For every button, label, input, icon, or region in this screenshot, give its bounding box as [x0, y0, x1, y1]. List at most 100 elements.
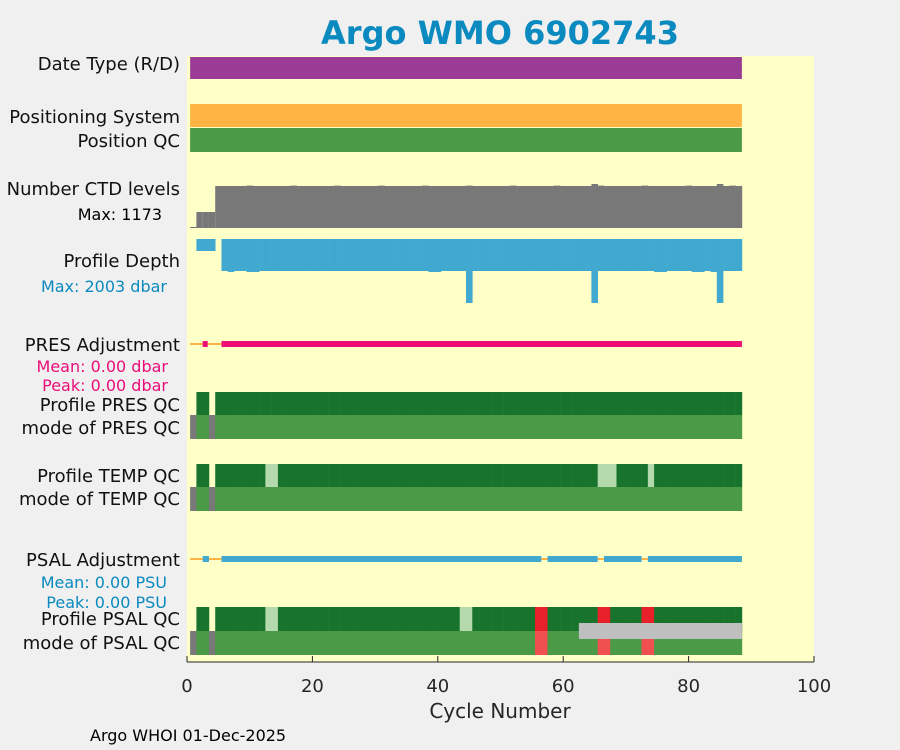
pres-mode-cell — [497, 415, 504, 439]
temp-qc-cell — [735, 464, 743, 487]
psal-mode-cell — [672, 631, 680, 655]
footer-credit: Argo WHOI 01-Dec-2025 — [90, 726, 286, 745]
temp-qc-cell — [284, 464, 291, 487]
temp-qc-cell — [603, 464, 611, 487]
psal-qc-cell — [196, 607, 203, 631]
pres-mode-cell — [234, 415, 241, 439]
pres-mode-cell — [459, 415, 467, 439]
temp-mode-cell — [534, 487, 542, 511]
temp-qc-cell — [346, 464, 354, 487]
temp-mode-cell — [196, 487, 203, 511]
temp-qc-cell — [503, 464, 511, 487]
pres-mode-cell — [415, 415, 423, 439]
temp-mode-cell — [472, 487, 479, 511]
profile-depth-bar — [566, 239, 573, 271]
psal-mode-cell — [578, 631, 586, 655]
temp-qc-cell — [629, 464, 636, 487]
temp-qc-cell — [459, 464, 467, 487]
ctd-level-bar — [353, 185, 360, 228]
psal-mode-cell — [252, 631, 260, 655]
ctd-level-bar — [466, 185, 473, 228]
pres-qc-cell — [459, 392, 467, 415]
temp-qc-cell — [729, 464, 736, 487]
pres-mode-cell — [453, 415, 461, 439]
temp-qc-cell — [271, 464, 279, 487]
pres-mode-cell — [491, 415, 498, 439]
psal-qc-cell — [553, 607, 561, 631]
label-depth-max: Max: 2003 dbar — [41, 277, 167, 296]
ctd-level-bar — [259, 185, 266, 228]
pres-mode-cell — [409, 415, 417, 439]
temp-qc-cell — [597, 464, 605, 487]
pres-qc-cell — [440, 392, 448, 415]
psal-mode-cell — [585, 631, 592, 655]
pres-mode-cell — [547, 415, 555, 439]
psal-qc-cell — [522, 607, 530, 631]
profile-depth-bar — [259, 239, 266, 271]
psal-mode-cell — [296, 631, 304, 655]
temp-qc-cell — [491, 464, 498, 487]
ctd-level-bar — [666, 185, 674, 228]
ctd-level-bar — [553, 185, 561, 228]
pres-mode-cell — [654, 415, 661, 439]
temp-mode-cell — [466, 487, 473, 511]
psal-qc-cell — [629, 607, 636, 631]
psal-qc-cell — [221, 607, 229, 631]
profile-depth-bar — [572, 239, 580, 271]
ctd-level-bar — [447, 185, 454, 228]
temp-mode-cell — [459, 487, 467, 511]
pres-mode-cell — [334, 415, 341, 439]
pres-qc-cell — [390, 392, 398, 415]
psal-qc-cell — [378, 607, 385, 631]
psal-qc-cell — [422, 607, 429, 631]
psal-mode-cell — [679, 631, 686, 655]
psal-mode-cell — [240, 631, 247, 655]
psal-mode-cell — [528, 631, 536, 655]
temp-qc-cell — [660, 464, 667, 487]
ctd-level-bar — [478, 185, 486, 228]
pres-qc-cell — [716, 392, 724, 415]
pres-qc-cell — [277, 392, 285, 415]
profile-depth-bar — [641, 239, 649, 271]
temp-mode-cell — [302, 487, 310, 511]
ctd-level-bar — [315, 185, 323, 228]
profile-depth-bar — [710, 239, 718, 272]
temp-qc-cell — [397, 464, 404, 487]
temp-qc-cell — [384, 464, 392, 487]
psal-qc-cell — [340, 607, 348, 631]
pres-mode-cell — [691, 415, 699, 439]
profile-depth-bar — [453, 239, 461, 271]
profile-depth-bar — [578, 239, 586, 271]
temp-mode-cell — [227, 487, 235, 511]
profile-depth-bar — [240, 239, 247, 271]
psal-qc-cell — [284, 607, 291, 631]
psal-qc-cell — [466, 607, 473, 631]
pres-qc-cell — [415, 392, 423, 415]
psal-mode-cell — [190, 631, 197, 655]
profile-depth-bar — [428, 239, 435, 272]
ctd-level-bar — [252, 185, 260, 228]
pres-qc-cell — [378, 392, 385, 415]
profile-depth-bar — [591, 239, 598, 303]
temp-mode-cell — [397, 487, 404, 511]
psal-mode-cell — [666, 631, 674, 655]
psal-qc-cell — [371, 607, 379, 631]
profile-depth-bar — [553, 239, 561, 271]
temp-mode-cell — [497, 487, 504, 511]
psal-adjustment-marker — [202, 556, 209, 562]
temp-mode-cell — [729, 487, 736, 511]
profile-depth-bar — [447, 239, 454, 271]
pres-mode-cell — [397, 415, 404, 439]
psal-qc-cell — [321, 607, 329, 631]
x-axis: 0 20 40 60 80 100 — [181, 656, 831, 697]
temp-mode-cell — [215, 487, 222, 511]
psal-qc-cell — [716, 607, 724, 631]
ctd-level-bar — [215, 185, 222, 228]
pres-mode-cell — [384, 415, 392, 439]
pres-qc-cell — [666, 392, 674, 415]
temp-qc-cell — [415, 464, 423, 487]
ctd-level-bar — [603, 185, 611, 228]
label-date-type: Date Type (R/D) — [38, 54, 180, 75]
profile-depth-bar — [478, 239, 486, 271]
